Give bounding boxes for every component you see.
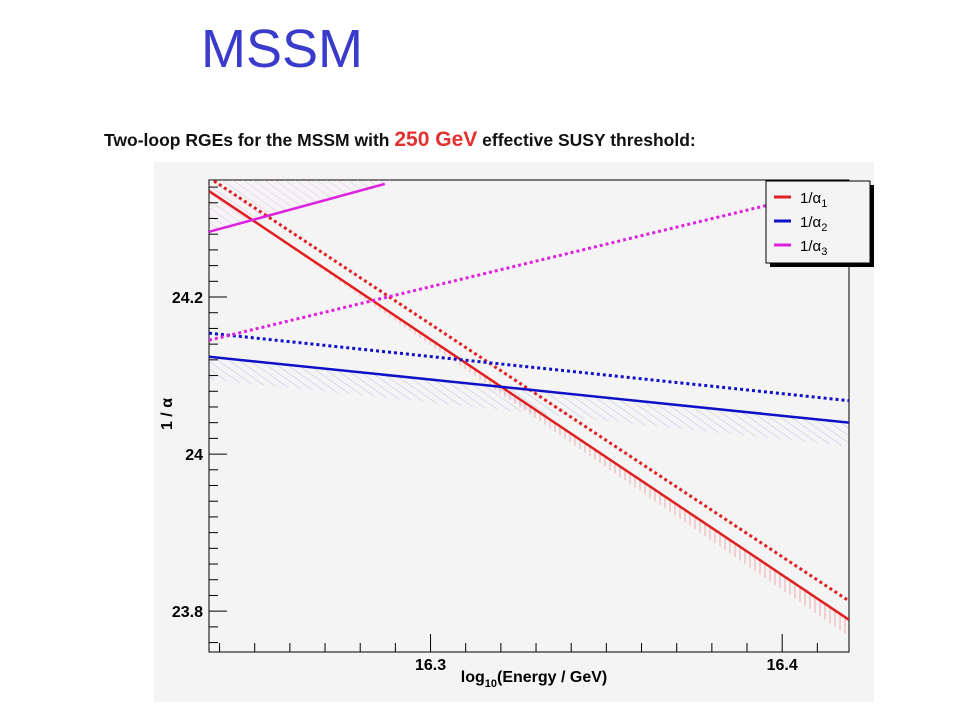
legend-label-alpha3: 1/α3 bbox=[800, 238, 827, 258]
x-axis-label: log10(Energy / GeV) bbox=[461, 669, 608, 690]
solid-line-alpha2 bbox=[209, 355, 849, 424]
subtitle-text-start: Two-loop RGEs for the MSSM with bbox=[104, 130, 395, 150]
x-tick-label: 16.3 bbox=[415, 657, 446, 674]
dotted-line-alpha3 bbox=[209, 184, 849, 342]
x-axis-label-rest: (Energy / GeV) bbox=[497, 669, 607, 686]
x-axis-label-log: log bbox=[461, 669, 485, 686]
coupling-lines bbox=[209, 180, 849, 621]
dotted-line-alpha1 bbox=[209, 180, 849, 603]
dotted-line-alpha2 bbox=[209, 331, 849, 403]
x-tick-label: 16.4 bbox=[767, 657, 798, 674]
legend: 1/α1 1/α2 1/α3 bbox=[765, 180, 874, 267]
legend-label-alpha1: 1/α1 bbox=[800, 190, 827, 210]
subtitle-highlight: 250 GeV bbox=[394, 128, 478, 151]
legend-label-alpha2: 1/α2 bbox=[800, 214, 827, 234]
y-tick-label: 23.8 bbox=[172, 604, 203, 621]
x-axis-label-sub: 10 bbox=[485, 678, 497, 690]
y-axis-label: 1 / α bbox=[159, 398, 176, 430]
coupling-chart: 16.3 16.4 23.8 24 24.2 1 / α log10(Energy / … bbox=[154, 162, 874, 702]
y-tick-label: 24.2 bbox=[172, 290, 203, 307]
slide-title: MSSM bbox=[201, 19, 363, 79]
slide-subtitle: Two-loop RGEs for the MSSM with 250 GeV … bbox=[104, 128, 696, 152]
solid-line-alpha3 bbox=[209, 182, 386, 234]
solid-line-alpha1 bbox=[209, 189, 849, 621]
axis-ticks bbox=[209, 186, 818, 652]
band-alpha3 bbox=[209, 180, 400, 232]
y-tick-label: 24 bbox=[185, 447, 203, 464]
band-alpha2 bbox=[209, 356, 849, 447]
axis-tick-labels: 16.3 16.4 23.8 24 24.2 bbox=[172, 290, 798, 674]
subtitle-text-end: effective SUSY threshold: bbox=[477, 130, 696, 150]
